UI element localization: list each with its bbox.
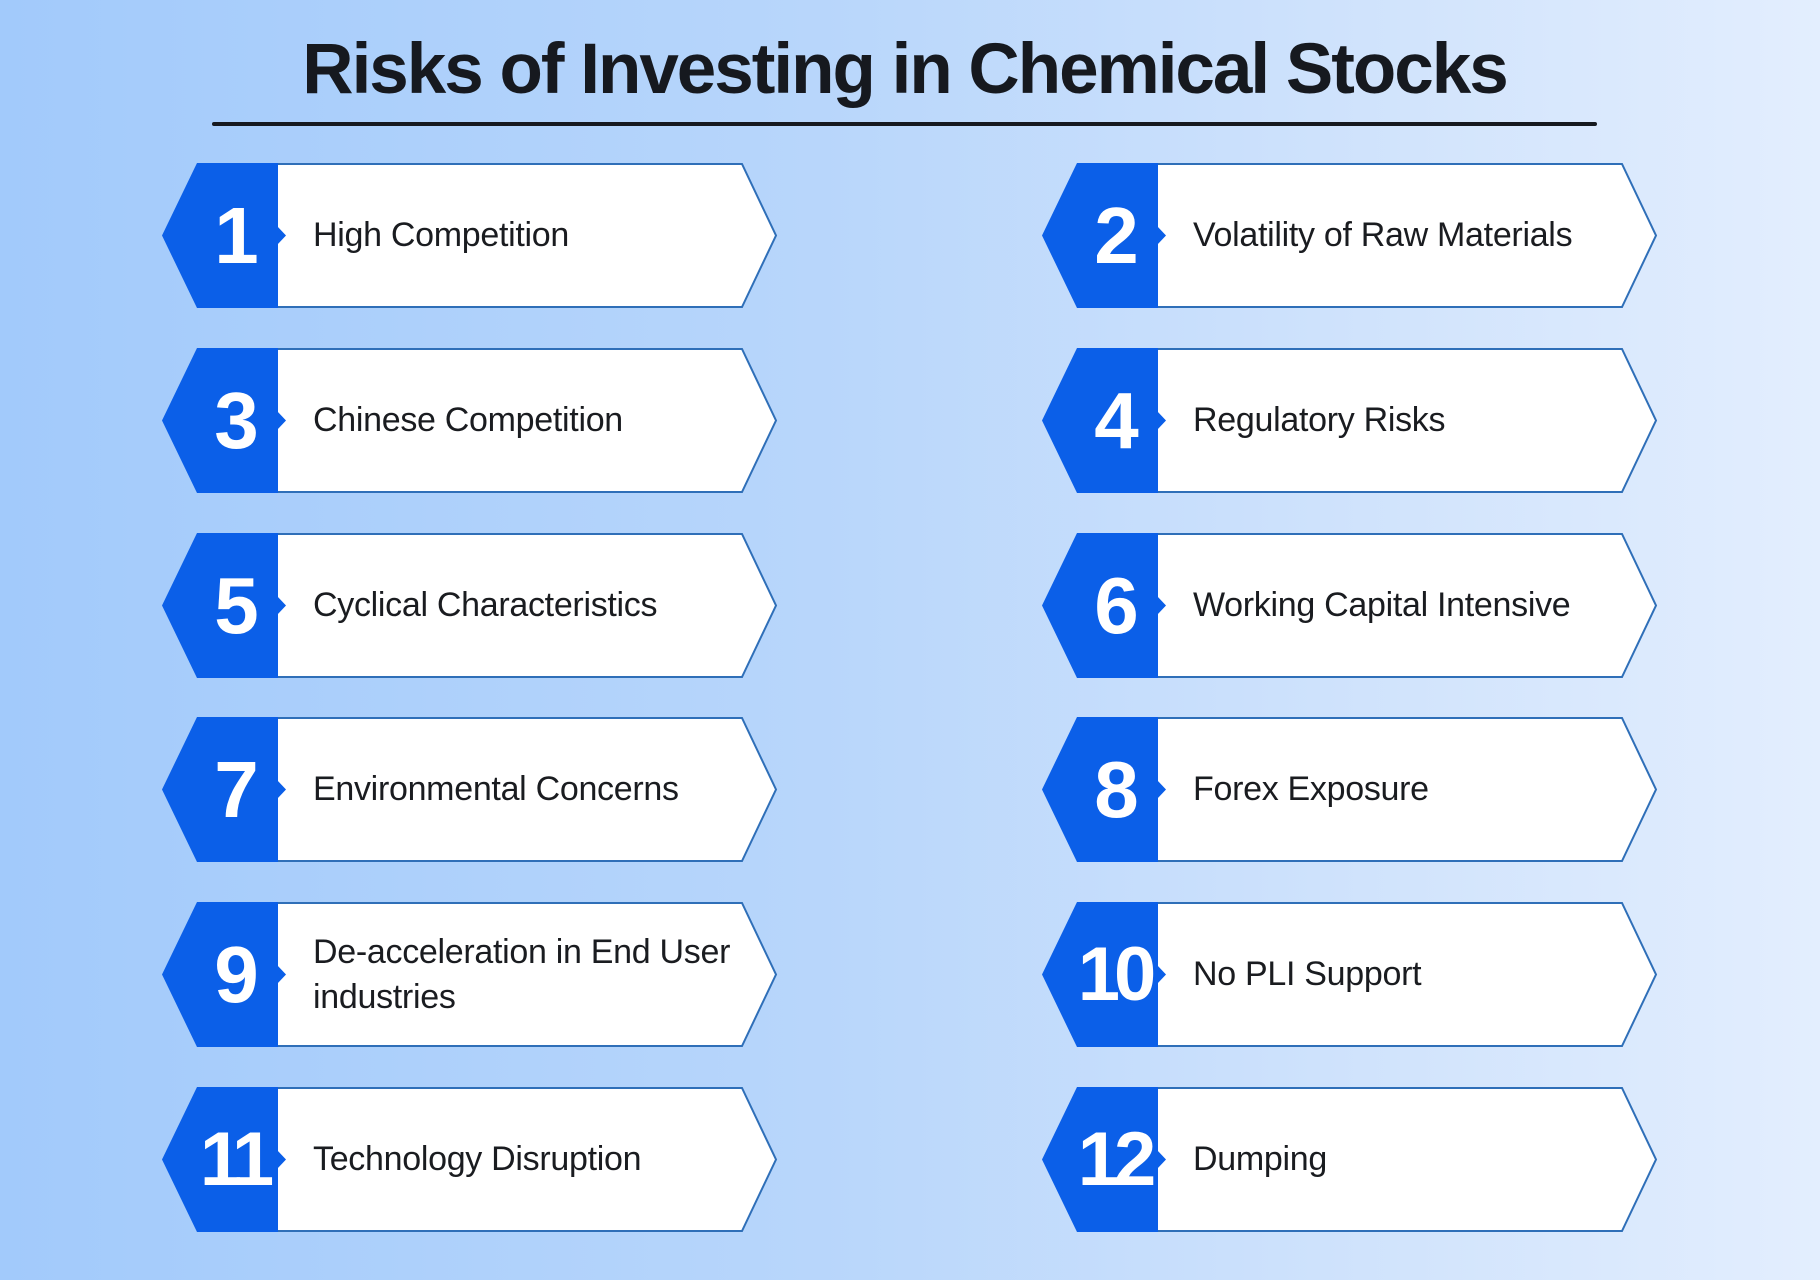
risk-label: Regulatory Risks: [1193, 401, 1446, 439]
badge-notch: [277, 226, 286, 245]
risk-number: 5: [214, 560, 259, 650]
card-shape: [162, 348, 778, 493]
risk-number: 11: [199, 1116, 274, 1202]
number-badge: [162, 533, 278, 678]
card-shape: [1042, 902, 1658, 1047]
card-shape: [1042, 163, 1658, 308]
risk-label: Forex Exposure: [1193, 770, 1429, 808]
risk-number: 2: [1094, 190, 1139, 280]
badge-notch: [1157, 411, 1166, 430]
number-badge: [1042, 533, 1158, 678]
risk-label: Chinese Competition: [313, 401, 623, 439]
risk-number: 3: [214, 375, 259, 465]
number-badge: [1042, 163, 1158, 308]
card-shape: [162, 1087, 778, 1232]
risk-card-3: 3 Chinese Competition: [162, 348, 778, 493]
badge-notch: [277, 411, 286, 430]
card-shape: [1042, 348, 1658, 493]
risk-card-10: 10 No PLI Support: [1042, 902, 1658, 1047]
badge-notch: [277, 780, 286, 799]
risk-card-8: 8 Forex Exposure: [1042, 717, 1658, 862]
badge-notch: [1157, 965, 1166, 984]
badge-notch: [1157, 596, 1166, 615]
card-shape: [162, 717, 778, 862]
title-container: Risks of Investing in Chemical Stocks: [212, 22, 1597, 118]
badge-notch: [277, 1150, 286, 1169]
risk-card-2: 2 Volatility of Raw Materials: [1042, 163, 1658, 308]
badge-notch: [1157, 780, 1166, 799]
risk-label: Volatility of Raw Materials: [1193, 216, 1573, 254]
risk-label: Working Capital Intensive: [1193, 586, 1571, 624]
card-shape: [1042, 533, 1658, 678]
risk-number: 7: [214, 744, 259, 834]
badge-notch: [277, 965, 286, 984]
badge-notch: [1157, 226, 1166, 245]
risk-number: 1: [214, 190, 259, 280]
risk-card-11: 11 Technology Disruption: [162, 1087, 778, 1232]
risk-label: High Competition: [313, 216, 569, 254]
risk-number: 6: [1094, 560, 1139, 650]
risk-number: 12: [1077, 1116, 1157, 1202]
risk-label: Cyclical Characteristics: [313, 586, 658, 624]
number-badge: [162, 717, 278, 862]
risk-label: De-acceleration in End User industries: [313, 932, 731, 1016]
card-shape: [1042, 717, 1658, 862]
number-badge: [162, 163, 278, 308]
risk-number: 4: [1094, 375, 1139, 465]
title-underline: [212, 122, 1597, 126]
risk-number: 10: [1077, 931, 1157, 1017]
risk-number: 9: [214, 929, 259, 1019]
card-shape: [162, 533, 778, 678]
risk-label: No PLI Support: [1193, 955, 1422, 993]
number-badge: [1042, 717, 1158, 862]
risk-card-9: 9 De-acceleration in End User industries: [162, 902, 778, 1047]
number-badge: [1042, 902, 1158, 1047]
page-title: Risks of Investing in Chemical Stocks: [302, 30, 1508, 109]
risk-card-12: 12 Dumping: [1042, 1087, 1658, 1232]
number-badge: [1042, 348, 1158, 493]
risk-card-1: 1 High Competition: [162, 163, 778, 308]
card-shape: [1042, 1087, 1658, 1232]
number-badge: [1042, 1087, 1158, 1232]
card-shape: [162, 902, 778, 1047]
risk-label: Dumping: [1193, 1140, 1327, 1178]
risk-number: 8: [1094, 744, 1139, 834]
number-badge: [162, 902, 278, 1047]
risk-label: Environmental Concerns: [313, 770, 679, 808]
risk-label: Technology Disruption: [313, 1140, 642, 1178]
risk-card-6: 6 Working Capital Intensive: [1042, 533, 1658, 678]
card-shape: [162, 163, 778, 308]
badge-notch: [1157, 1150, 1166, 1169]
number-badge: [162, 348, 278, 493]
number-badge: [162, 1087, 278, 1232]
risk-card-7: 7 Environmental Concerns: [162, 717, 778, 862]
risk-card-4: 4 Regulatory Risks: [1042, 348, 1658, 493]
risk-card-5: 5 Cyclical Characteristics: [162, 533, 778, 678]
badge-notch: [277, 596, 286, 615]
